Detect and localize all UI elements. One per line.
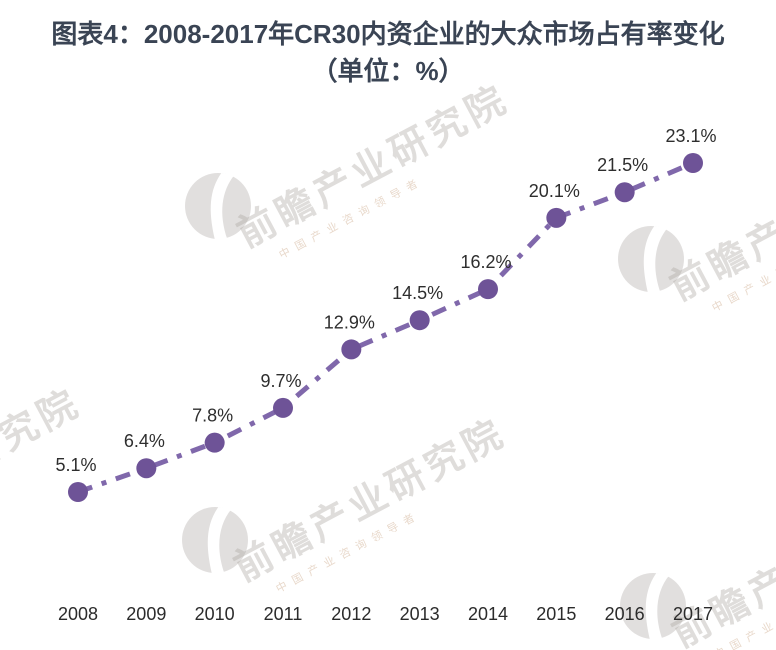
data-point-2010 xyxy=(204,432,225,453)
data-label-2013: 14.5% xyxy=(392,283,443,303)
data-label-2011: 9.7% xyxy=(260,371,301,391)
x-axis-label-2013: 2013 xyxy=(400,604,440,624)
data-label-2012: 12.9% xyxy=(324,312,375,332)
data-label-2009: 6.4% xyxy=(124,431,165,451)
data-point-2017 xyxy=(683,153,703,173)
x-axis-label-2011: 2011 xyxy=(264,604,303,624)
x-axis-label-2009: 2009 xyxy=(126,604,166,624)
data-point-2008 xyxy=(68,482,88,502)
x-axis-label-2012: 2012 xyxy=(331,604,371,624)
data-label-2015: 20.1% xyxy=(529,181,580,201)
data-label-2010: 7.8% xyxy=(192,406,233,426)
x-axis-label-2014: 2014 xyxy=(468,604,508,624)
x-axis-label-2010: 2010 xyxy=(195,604,235,624)
data-label-2008: 5.1% xyxy=(55,455,96,475)
series-line xyxy=(77,160,694,495)
data-label-2014: 16.2% xyxy=(460,252,511,272)
data-point-2016 xyxy=(614,182,635,203)
x-axis-label-2008: 2008 xyxy=(58,604,98,624)
data-label-2017: 23.1% xyxy=(665,126,716,146)
chart-title: 图表4：2008-2017年CR30内资企业的大众市场占有率变化（单位：%） xyxy=(51,19,725,86)
data-point-2009 xyxy=(136,458,157,479)
data-point-2011 xyxy=(273,397,293,418)
data-label-2016: 21.5% xyxy=(597,155,648,175)
x-axis-label-2015: 2015 xyxy=(536,604,576,624)
data-point-2013 xyxy=(409,310,430,331)
data-point-2014 xyxy=(478,279,498,300)
x-axis-label-2017: 2017 xyxy=(673,604,713,624)
x-axis-label-2016: 2016 xyxy=(605,604,645,624)
data-point-2015 xyxy=(546,207,567,228)
data-point-2012 xyxy=(341,339,362,360)
